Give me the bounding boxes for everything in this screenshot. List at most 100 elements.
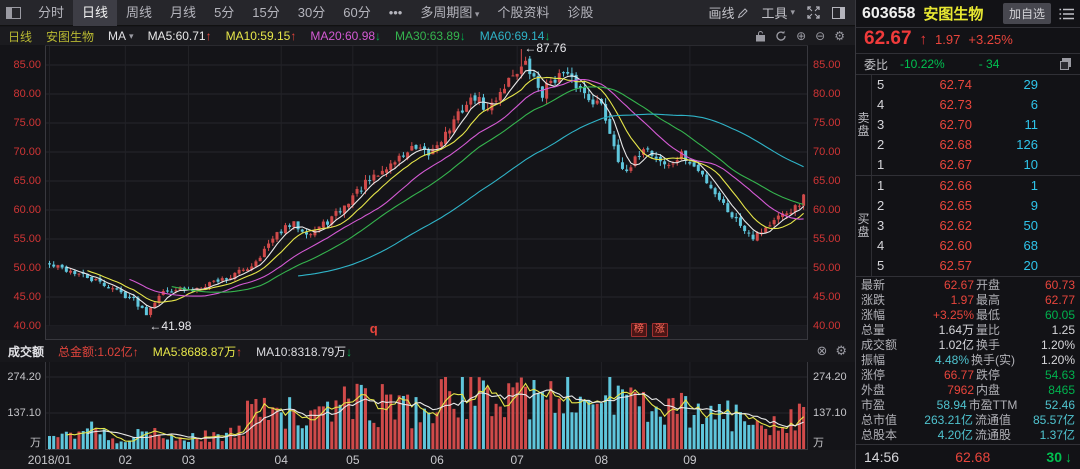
month-label-05: 05	[346, 453, 360, 467]
period-tab-10[interactable]: 个股资料	[497, 4, 550, 20]
bids-row-3[interactable]: 3 62.62 50	[872, 216, 1080, 236]
settings-gear-icon[interactable]: ⚙	[834, 29, 845, 43]
panel-toggle-icon[interactable]	[832, 6, 845, 19]
watchlist-menu-icon[interactable]	[1059, 8, 1074, 20]
stat-label: 成交额	[861, 338, 898, 352]
event-marker-q[interactable]: q	[369, 321, 378, 336]
level-label: 1	[877, 178, 885, 193]
event-badge-0[interactable]: 榜	[630, 323, 647, 337]
chart-quick-icons: ⊕ ⊖ ⚙	[755, 29, 855, 43]
ask-side-label: 卖盘	[856, 75, 872, 175]
stat-label: 涨停	[861, 368, 886, 382]
bids-row-2[interactable]: 2 62.65 9	[872, 196, 1080, 216]
period-tab-9[interactable]: 多周期图 ▾	[420, 4, 480, 20]
level-price: 62.70	[939, 117, 972, 132]
stat-label: 总市值	[861, 413, 898, 427]
stat-label: 开盘	[976, 278, 1001, 292]
tools-button[interactable]: 工具 ▾	[761, 3, 795, 22]
last-tick-time: 14:56	[864, 449, 900, 465]
stat-label: 市盈TTM	[968, 398, 1018, 412]
event-badge-1[interactable]: 涨	[651, 323, 668, 337]
stat-value: 58.94	[936, 398, 967, 412]
stat-label: 涨幅	[861, 308, 886, 322]
level-label: 2	[877, 198, 885, 213]
price-axis-label: 75.00	[813, 117, 841, 129]
stat-value: 7962	[947, 383, 974, 397]
time-axis: 2018/01 02 03 04 05 06 07 08 09	[0, 450, 855, 469]
ma-values: MA5:60.71↑ MA10:59.15↑ MA20:60.98↓ MA30:63.…	[148, 29, 551, 43]
volume-ma10: MA10:8318.79万↓	[256, 344, 353, 359]
month-label-02: 02	[118, 453, 133, 467]
refresh-icon[interactable]	[775, 30, 787, 42]
level-volume: 68	[1023, 238, 1038, 253]
settings-gear-icon[interactable]: ⚙	[835, 343, 847, 358]
period-tab-3[interactable]: 月线	[170, 4, 197, 20]
add-watchlist-button[interactable]: 加自选	[1002, 3, 1051, 24]
ma-text: MA10:59.15	[225, 29, 291, 43]
level-volume: 10	[1023, 157, 1038, 172]
period-tab-4[interactable]: 5分	[214, 4, 235, 20]
stat-label: 换手(实)	[971, 353, 1015, 367]
ma-value-4: MA60:69.14↓	[480, 29, 551, 43]
ma-selector[interactable]: MA ▾	[108, 29, 134, 43]
candlestick-chart[interactable]: 85.00 85.00 80.00 80.00 75.00 75.00 70.00 70.00…	[0, 41, 855, 340]
price-axis-label: 60.00	[13, 204, 41, 216]
level-label: 5	[877, 258, 885, 273]
month-label-03: 03	[181, 453, 196, 467]
ma-text: MA20:60.98	[310, 29, 376, 43]
level-volume: 50	[1023, 218, 1038, 233]
bids-row-5[interactable]: 5 62.57 20	[872, 256, 1080, 276]
stat-value: 52.46	[1044, 398, 1076, 412]
period-tab-2[interactable]: 周线	[126, 4, 153, 20]
level-price: 62.65	[939, 198, 972, 213]
close-icon[interactable]: ⊗	[816, 343, 828, 358]
draw-line-label: 画线	[708, 6, 735, 21]
weicha-value: - 34	[978, 57, 1000, 71]
weibi-value: -10.22%	[900, 57, 945, 71]
stat-row-7: 外盘 7962 内盘 8465	[856, 383, 1080, 398]
period-tab-7[interactable]: 60分	[343, 4, 371, 20]
low-price-annotation: ←41.98	[149, 318, 192, 333]
period-tab-1[interactable]: 日线	[73, 0, 118, 26]
copy-icon[interactable]	[1059, 57, 1072, 71]
draw-line-button[interactable]: 画线	[708, 3, 749, 22]
ma-text: MA30:63.89	[395, 29, 460, 43]
asks-row-4[interactable]: 4 62.73 6	[872, 95, 1080, 115]
stat-label: 量比	[976, 323, 1001, 337]
ma-text: MA5:60.71	[147, 29, 206, 43]
sidebar-toggle-icon[interactable]	[6, 6, 21, 19]
asks-row-2[interactable]: 2 62.68 126	[872, 135, 1080, 155]
period-tab-0[interactable]: 分时	[38, 4, 65, 20]
month-label-07: 07	[510, 453, 524, 467]
bids-row-1[interactable]: 1 62.66 1	[872, 176, 1080, 196]
stat-value: 263.21亿	[924, 413, 973, 427]
zoom-out-icon[interactable]: ⊖	[815, 29, 826, 43]
zoom-in-icon[interactable]: ⊕	[796, 29, 807, 43]
period-tab-6[interactable]: 30分	[297, 4, 326, 20]
price-axis-label: 65.00	[813, 175, 841, 187]
stat-row-10: 总股本 4.20亿 流通股 1.37亿	[856, 428, 1080, 443]
weibi-label: 委比	[864, 57, 889, 72]
period-tab-8[interactable]: •••	[388, 4, 403, 20]
asks-row-1[interactable]: 1 62.67 10	[872, 155, 1080, 175]
high-price-annotation: ←87.76	[524, 41, 567, 55]
fullscreen-icon[interactable]	[807, 6, 820, 19]
asks-row-3[interactable]: 3 62.70 11	[872, 115, 1080, 135]
stats-table: 最新 62.67 开盘 60.73 涨跌 1.97 最高 62.77 涨幅 +3.25% 最低 60.…	[856, 277, 1080, 445]
stat-value: 1.64万	[938, 323, 974, 337]
bid-rows: 1 62.66 1 2 62.65 9 3 62.62 50 4 62.60 68 5 62.57 20	[872, 176, 1080, 276]
bids-row-4[interactable]: 4 62.60 68	[872, 236, 1080, 256]
stat-value: +3.25%	[932, 308, 974, 322]
volume-axis-label: 137.10	[7, 407, 41, 419]
bid-side-label: 买盘	[856, 176, 872, 276]
period-tab-11[interactable]: 诊股	[567, 4, 594, 20]
period-tab-5[interactable]: 15分	[252, 4, 280, 20]
volume-chart[interactable]: 274.20 274.20 137.10 137.10 万 万	[0, 362, 855, 450]
ask-rows: 5 62.74 29 4 62.73 6 3 62.70 11 2 62.68 126 1 62.67 10	[872, 75, 1080, 175]
level-label: 3	[877, 117, 885, 132]
lock-icon[interactable]	[755, 30, 766, 42]
price-axis-label: 55.00	[13, 233, 41, 245]
asks-row-5[interactable]: 5 62.74 29	[872, 75, 1080, 95]
price-axis-label: 60.00	[813, 204, 841, 216]
